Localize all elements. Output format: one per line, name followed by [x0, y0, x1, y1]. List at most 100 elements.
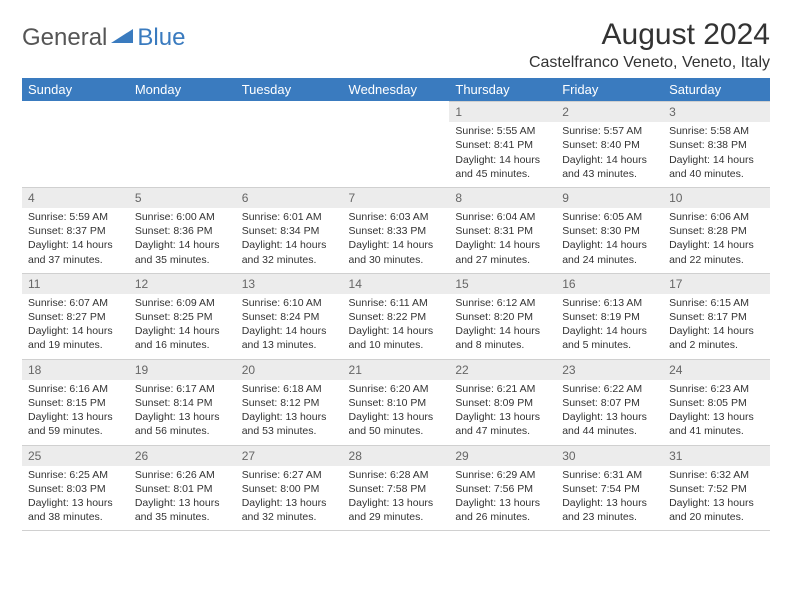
sunset-text: Sunset: 7:58 PM — [349, 482, 444, 496]
day-cell-body: Sunrise: 6:09 AMSunset: 8:25 PMDaylight:… — [129, 294, 236, 359]
day-body: Sunrise: 6:09 AMSunset: 8:25 PMDaylight:… — [129, 294, 236, 359]
sunset-text: Sunset: 8:19 PM — [562, 310, 657, 324]
day-number: 3 — [663, 101, 770, 122]
day-cell-num: 16 — [556, 273, 663, 294]
day-body: Sunrise: 6:00 AMSunset: 8:36 PMDaylight:… — [129, 208, 236, 273]
calendar-body: 12 3Sunrise: 5:55 AMSunset: 8:41 PMDaylig… — [22, 101, 770, 531]
day-cell-num: 23 — [556, 359, 663, 380]
sunset-text: Sunset: 8:33 PM — [349, 224, 444, 238]
day-cell-body: Sunrise: 6:06 AMSunset: 8:28 PMDaylight:… — [663, 208, 770, 273]
day-cell-num: 9 — [556, 187, 663, 208]
day-body: Sunrise: 6:10 AMSunset: 8:24 PMDaylight:… — [236, 294, 343, 359]
day-cell-body: Sunrise: 6:22 AMSunset: 8:07 PMDaylight:… — [556, 380, 663, 445]
day-cell-body — [343, 122, 450, 187]
daylight-text: Daylight: 13 hours and 44 minutes. — [562, 410, 657, 438]
day-cell-body: Sunrise: 6:03 AMSunset: 8:33 PMDaylight:… — [343, 208, 450, 273]
sunset-text: Sunset: 8:25 PM — [135, 310, 230, 324]
sunset-text: Sunset: 8:40 PM — [562, 138, 657, 152]
sunrise-text: Sunrise: 6:16 AM — [28, 382, 123, 396]
daylight-text: Daylight: 14 hours and 2 minutes. — [669, 324, 764, 352]
day-cell-num: 10 — [663, 187, 770, 208]
day-body: Sunrise: 6:25 AMSunset: 8:03 PMDaylight:… — [22, 466, 129, 532]
sunset-text: Sunset: 8:15 PM — [28, 396, 123, 410]
day-cell-body — [129, 122, 236, 187]
day-body — [236, 122, 343, 130]
day-body: Sunrise: 6:31 AMSunset: 7:54 PMDaylight:… — [556, 466, 663, 532]
day-number: 4 — [22, 187, 129, 208]
day-number: 7 — [343, 187, 450, 208]
day-cell-body: Sunrise: 6:27 AMSunset: 8:00 PMDaylight:… — [236, 466, 343, 532]
daylight-text: Daylight: 13 hours and 35 minutes. — [135, 496, 230, 524]
sunset-text: Sunset: 8:37 PM — [28, 224, 123, 238]
day-body: Sunrise: 6:01 AMSunset: 8:34 PMDaylight:… — [236, 208, 343, 273]
sunrise-text: Sunrise: 6:05 AM — [562, 210, 657, 224]
day-cell-num: 12 — [129, 273, 236, 294]
day-body: Sunrise: 6:11 AMSunset: 8:22 PMDaylight:… — [343, 294, 450, 359]
sunrise-text: Sunrise: 5:55 AM — [455, 124, 550, 138]
weekday-header: Monday — [129, 78, 236, 101]
daylight-text: Daylight: 14 hours and 32 minutes. — [242, 238, 337, 266]
daylight-text: Daylight: 14 hours and 35 minutes. — [135, 238, 230, 266]
day-cell-body: Sunrise: 5:57 AMSunset: 8:40 PMDaylight:… — [556, 122, 663, 187]
day-cell-num: 26 — [129, 445, 236, 466]
day-cell-num: 11 — [22, 273, 129, 294]
day-number: 15 — [449, 273, 556, 294]
day-number: 23 — [556, 359, 663, 380]
daylight-text: Daylight: 13 hours and 38 minutes. — [28, 496, 123, 524]
day-body: Sunrise: 6:29 AMSunset: 7:56 PMDaylight:… — [449, 466, 556, 532]
weekday-header: Thursday — [449, 78, 556, 101]
day-number: 28 — [343, 445, 450, 466]
day-body: Sunrise: 6:17 AMSunset: 8:14 PMDaylight:… — [129, 380, 236, 445]
week-daynum-row: 18192021222324 — [22, 359, 770, 380]
day-body: Sunrise: 6:26 AMSunset: 8:01 PMDaylight:… — [129, 466, 236, 532]
sunset-text: Sunset: 8:24 PM — [242, 310, 337, 324]
day-body: Sunrise: 6:04 AMSunset: 8:31 PMDaylight:… — [449, 208, 556, 273]
day-number: 5 — [129, 187, 236, 208]
daylight-text: Daylight: 13 hours and 23 minutes. — [562, 496, 657, 524]
sunrise-text: Sunrise: 6:12 AM — [455, 296, 550, 310]
week-body-row: Sunrise: 5:55 AMSunset: 8:41 PMDaylight:… — [22, 122, 770, 187]
sunrise-text: Sunrise: 6:00 AM — [135, 210, 230, 224]
weekday-header: Sunday — [22, 78, 129, 101]
day-cell-body: Sunrise: 6:26 AMSunset: 8:01 PMDaylight:… — [129, 466, 236, 532]
sunrise-text: Sunrise: 6:23 AM — [669, 382, 764, 396]
day-cell-body: Sunrise: 6:13 AMSunset: 8:19 PMDaylight:… — [556, 294, 663, 359]
brand-text-2: Blue — [137, 24, 185, 52]
day-number: 21 — [343, 359, 450, 380]
day-cell-body: Sunrise: 5:58 AMSunset: 8:38 PMDaylight:… — [663, 122, 770, 187]
day-cell-num — [22, 101, 129, 122]
day-body: Sunrise: 6:20 AMSunset: 8:10 PMDaylight:… — [343, 380, 450, 445]
sunset-text: Sunset: 8:38 PM — [669, 138, 764, 152]
sunrise-text: Sunrise: 6:31 AM — [562, 468, 657, 482]
day-cell-body: Sunrise: 6:04 AMSunset: 8:31 PMDaylight:… — [449, 208, 556, 273]
day-cell-body: Sunrise: 6:12 AMSunset: 8:20 PMDaylight:… — [449, 294, 556, 359]
day-cell-num: 22 — [449, 359, 556, 380]
day-body: Sunrise: 6:06 AMSunset: 8:28 PMDaylight:… — [663, 208, 770, 273]
daylight-text: Daylight: 14 hours and 10 minutes. — [349, 324, 444, 352]
day-cell-num: 2 — [556, 101, 663, 122]
daylight-text: Daylight: 13 hours and 47 minutes. — [455, 410, 550, 438]
day-body: Sunrise: 6:21 AMSunset: 8:09 PMDaylight:… — [449, 380, 556, 445]
day-number — [22, 101, 129, 121]
sunrise-text: Sunrise: 6:28 AM — [349, 468, 444, 482]
daylight-text: Daylight: 13 hours and 20 minutes. — [669, 496, 764, 524]
day-cell-body: Sunrise: 6:11 AMSunset: 8:22 PMDaylight:… — [343, 294, 450, 359]
day-number: 13 — [236, 273, 343, 294]
sunset-text: Sunset: 8:14 PM — [135, 396, 230, 410]
sunrise-text: Sunrise: 6:04 AM — [455, 210, 550, 224]
sunrise-text: Sunrise: 6:20 AM — [349, 382, 444, 396]
daylight-text: Daylight: 13 hours and 50 minutes. — [349, 410, 444, 438]
day-number: 17 — [663, 273, 770, 294]
sunrise-text: Sunrise: 6:01 AM — [242, 210, 337, 224]
sunset-text: Sunset: 8:17 PM — [669, 310, 764, 324]
sunrise-text: Sunrise: 6:27 AM — [242, 468, 337, 482]
day-number: 9 — [556, 187, 663, 208]
sunrise-text: Sunrise: 6:18 AM — [242, 382, 337, 396]
sunset-text: Sunset: 7:54 PM — [562, 482, 657, 496]
weekday-header: Friday — [556, 78, 663, 101]
day-cell-num: 14 — [343, 273, 450, 294]
daylight-text: Daylight: 14 hours and 8 minutes. — [455, 324, 550, 352]
day-body: Sunrise: 6:15 AMSunset: 8:17 PMDaylight:… — [663, 294, 770, 359]
day-body: Sunrise: 5:57 AMSunset: 8:40 PMDaylight:… — [556, 122, 663, 187]
day-cell-body: Sunrise: 6:25 AMSunset: 8:03 PMDaylight:… — [22, 466, 129, 532]
